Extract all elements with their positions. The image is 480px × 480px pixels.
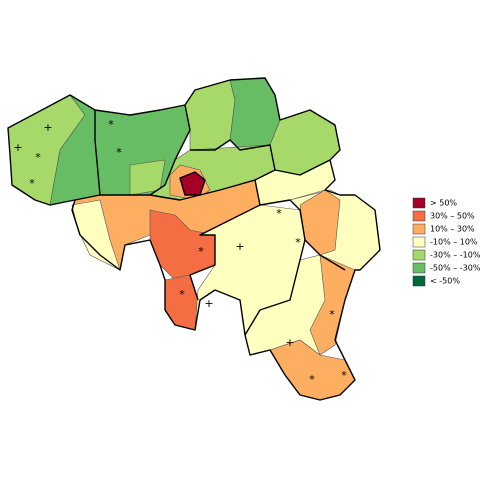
region-border — [94, 110, 101, 196]
legend-label: 30% – 50% — [430, 212, 475, 221]
region-border — [244, 239, 306, 336]
marker: + — [204, 297, 213, 310]
legend-swatch — [412, 236, 426, 248]
legend-swatch — [412, 223, 426, 235]
marker: * — [108, 118, 114, 131]
legend-swatch — [412, 275, 426, 287]
legend-swatch — [412, 197, 426, 209]
region-border — [190, 139, 276, 171]
legend-label: > 50% — [430, 199, 457, 208]
marker: * — [276, 207, 282, 220]
marker: * — [309, 373, 315, 386]
region-border — [149, 104, 191, 196]
marker: * — [329, 308, 335, 321]
region — [184, 79, 236, 151]
legend-label: 10% – 30% — [430, 225, 475, 234]
legend-label: < -50% — [430, 277, 460, 286]
legend-label: -50% – -30% — [430, 264, 480, 273]
marker: * — [116, 146, 122, 159]
region-border — [259, 199, 346, 271]
marker: + — [285, 336, 294, 349]
country-border — [7, 77, 381, 401]
markers: + + * * * * + + + * * * * * * * — [13, 118, 347, 386]
legend-swatch — [412, 249, 426, 261]
legend: > 50% 30% – 50% 10% – 30% -10% – 10% -30% – … — [412, 197, 480, 287]
marker: + — [43, 121, 52, 134]
legend-swatch — [412, 262, 426, 274]
legend-label: -10% – 10% — [430, 238, 478, 247]
region-border — [74, 159, 331, 201]
marker: * — [35, 151, 41, 164]
borders — [7, 77, 381, 401]
regions — [7, 77, 381, 401]
marker: + — [13, 141, 22, 154]
marker: * — [341, 369, 347, 382]
marker: + — [235, 240, 244, 253]
legend-swatch — [412, 210, 426, 222]
marker: * — [295, 236, 301, 249]
legend-label: -30% – -10% — [430, 251, 480, 260]
marker: * — [29, 177, 35, 190]
marker: * — [198, 245, 204, 258]
region-border — [179, 171, 206, 196]
marker: * — [179, 288, 185, 301]
